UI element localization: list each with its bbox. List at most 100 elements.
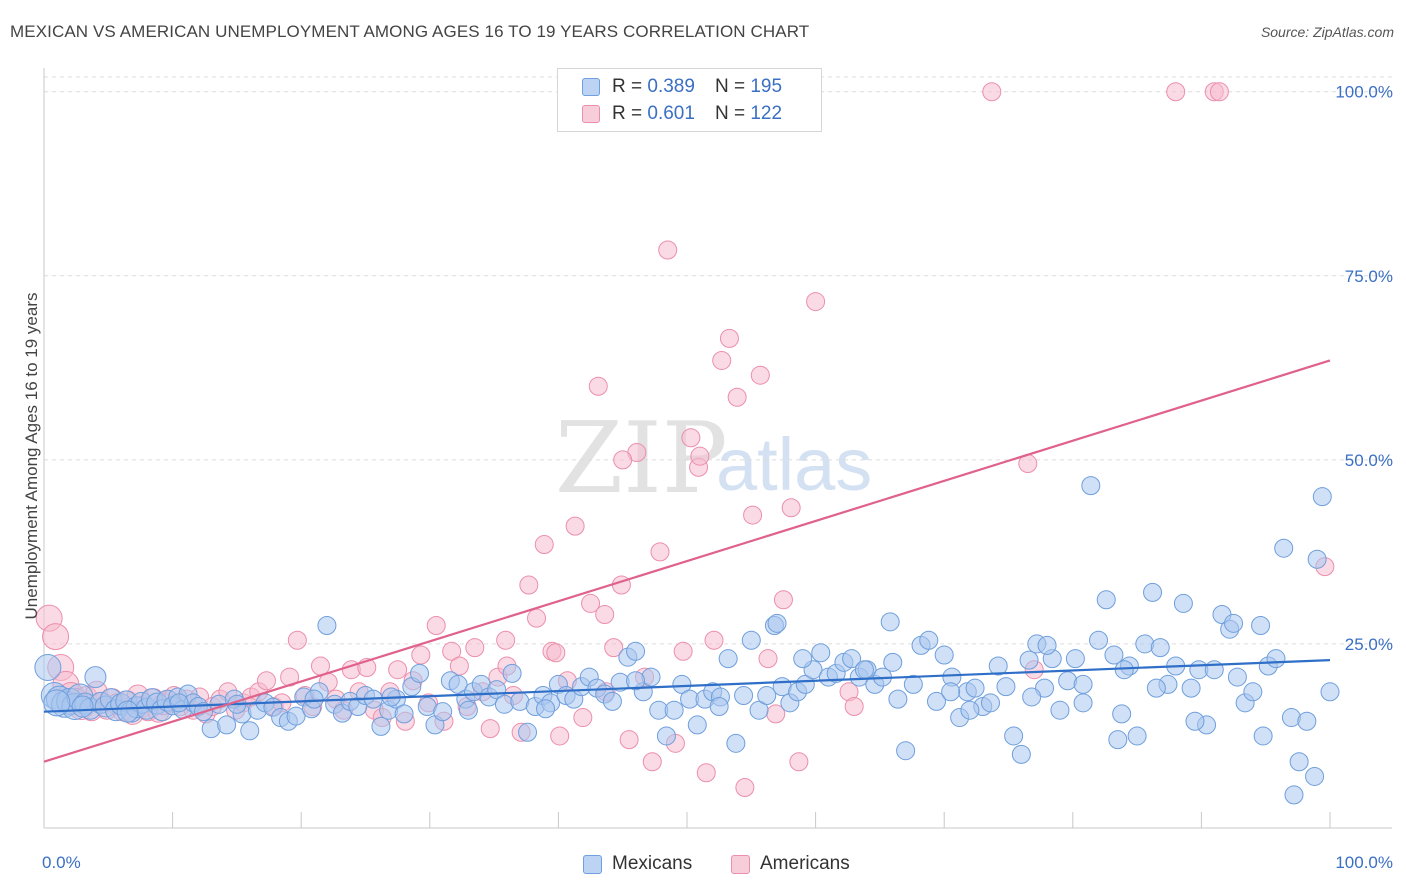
mexicans-point bbox=[996, 677, 1016, 697]
mexicans-point bbox=[718, 649, 738, 669]
mexicans-point bbox=[988, 656, 1008, 676]
americans-point bbox=[727, 387, 747, 407]
americans-point bbox=[411, 645, 431, 665]
y-tick-label: 25.0% bbox=[1345, 635, 1393, 654]
americans-point bbox=[527, 608, 547, 628]
mexicans-point bbox=[1251, 616, 1271, 636]
legend-row-mexicans: R = 0.389 N = 195 bbox=[582, 74, 782, 100]
mexicans-point bbox=[240, 721, 260, 741]
mexicans-point bbox=[448, 674, 468, 694]
mexicans-point bbox=[1143, 582, 1163, 602]
americans-point bbox=[550, 726, 570, 746]
mexicans-point bbox=[1108, 730, 1128, 750]
mexicans-point bbox=[1320, 682, 1340, 702]
americans-point bbox=[581, 593, 601, 613]
mexicans-point bbox=[84, 666, 107, 689]
mexicans-point bbox=[1146, 678, 1166, 698]
mexicans-point bbox=[626, 641, 646, 661]
watermark-atlas: atlas bbox=[716, 423, 872, 506]
mexicans-point bbox=[371, 716, 391, 736]
legend-n-value: 122 bbox=[750, 103, 783, 124]
americans-point bbox=[844, 697, 864, 717]
mexicans-point bbox=[926, 691, 946, 711]
y-tick-label: 75.0% bbox=[1345, 267, 1393, 286]
mexicans-point bbox=[757, 685, 777, 705]
americans-point bbox=[712, 350, 732, 370]
americans-point bbox=[673, 641, 693, 661]
americans-trend-line bbox=[43, 359, 1331, 763]
americans-point bbox=[595, 604, 615, 624]
mexicans-point bbox=[1073, 674, 1093, 694]
mexicans-point bbox=[1011, 744, 1031, 764]
mexicans-point bbox=[1081, 476, 1101, 496]
correlation-legend: R = 0.389 N = 195 R = 0.601 N = 122 bbox=[557, 68, 822, 132]
mexicans-point bbox=[1297, 711, 1317, 731]
americans-point bbox=[650, 542, 670, 562]
mexicans-point bbox=[767, 613, 787, 633]
mexicans-point bbox=[71, 695, 94, 718]
americans-point bbox=[573, 708, 593, 728]
source-label: Source: ZipAtlas.com bbox=[1260, 24, 1394, 40]
mexicans-point bbox=[896, 741, 916, 761]
mexicans-point bbox=[317, 616, 337, 636]
legend-n-label: N = bbox=[714, 103, 746, 124]
mexicans-point bbox=[1243, 682, 1263, 702]
mexicans-point bbox=[1150, 638, 1170, 658]
mexicans-point bbox=[1224, 613, 1244, 633]
mexicans-point bbox=[965, 678, 985, 698]
mexicans-point bbox=[664, 700, 684, 720]
americans-point bbox=[256, 671, 276, 691]
americans-point bbox=[565, 516, 585, 536]
mexicans-point bbox=[394, 704, 414, 724]
mexicans-point bbox=[217, 715, 237, 735]
mexicans-point bbox=[1022, 687, 1042, 707]
mexicans-point bbox=[709, 697, 729, 717]
mexicans-point bbox=[656, 726, 676, 746]
mexicans-trend-line bbox=[43, 659, 1331, 713]
mexicans-point bbox=[880, 612, 900, 632]
americans-point bbox=[534, 535, 554, 555]
mexicans-point bbox=[1204, 660, 1224, 680]
mexicans-point bbox=[602, 691, 622, 711]
mexicans-point bbox=[1112, 704, 1132, 724]
legend-r-label: R = bbox=[612, 103, 643, 124]
americans-point bbox=[619, 730, 639, 750]
americans-point bbox=[735, 778, 755, 798]
mexicans-point bbox=[741, 630, 761, 650]
mexicans-point bbox=[1312, 487, 1332, 507]
mexicans-point bbox=[43, 689, 71, 717]
mexicans-point bbox=[1127, 726, 1147, 746]
mexicans-point bbox=[1104, 645, 1124, 665]
mexicans-point bbox=[494, 694, 514, 714]
americans-point bbox=[546, 643, 566, 663]
americans-swatch bbox=[731, 854, 750, 874]
americans-point bbox=[704, 630, 724, 650]
mexicans-point bbox=[1037, 635, 1057, 655]
americans-point bbox=[1209, 82, 1229, 102]
mexicans-points bbox=[34, 476, 1340, 805]
watermark: ZIP atlas bbox=[555, 402, 872, 516]
mexicans-point bbox=[169, 693, 189, 713]
mexicans-point bbox=[518, 722, 538, 742]
mexicans-point bbox=[1065, 649, 1085, 669]
americans-point bbox=[982, 82, 1002, 102]
mexicans-point bbox=[34, 653, 62, 681]
bottom-legend-label: Mexicans bbox=[612, 853, 693, 874]
americans-point bbox=[519, 575, 539, 595]
mexicans-point bbox=[842, 649, 862, 669]
tick-labels: 25.0% 50.0% 75.0% 100.0% 0.0% 100.0% bbox=[42, 83, 1393, 872]
mexicans-point bbox=[1073, 693, 1093, 713]
mexicans-swatch bbox=[582, 78, 600, 96]
mexicans-point bbox=[286, 706, 306, 726]
americans-point bbox=[426, 616, 446, 636]
legend-r-value: 0.601 bbox=[647, 103, 695, 124]
mexicans-point bbox=[903, 674, 923, 694]
x-tick-label: 0.0% bbox=[42, 853, 81, 872]
legend-n-value: 195 bbox=[750, 76, 783, 97]
mexicans-point bbox=[793, 649, 813, 669]
y-axis-label: Unemployment Among Ages 16 to 19 years bbox=[22, 292, 41, 620]
mexicans-point bbox=[1096, 590, 1116, 610]
mexicans-point bbox=[687, 715, 707, 735]
mexicans-point bbox=[116, 700, 139, 723]
y-tick-label: 50.0% bbox=[1345, 451, 1393, 470]
